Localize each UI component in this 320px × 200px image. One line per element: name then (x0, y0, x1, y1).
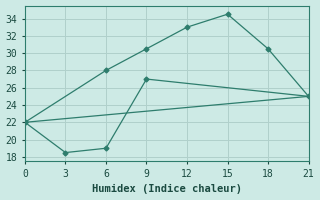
X-axis label: Humidex (Indice chaleur): Humidex (Indice chaleur) (92, 184, 242, 194)
